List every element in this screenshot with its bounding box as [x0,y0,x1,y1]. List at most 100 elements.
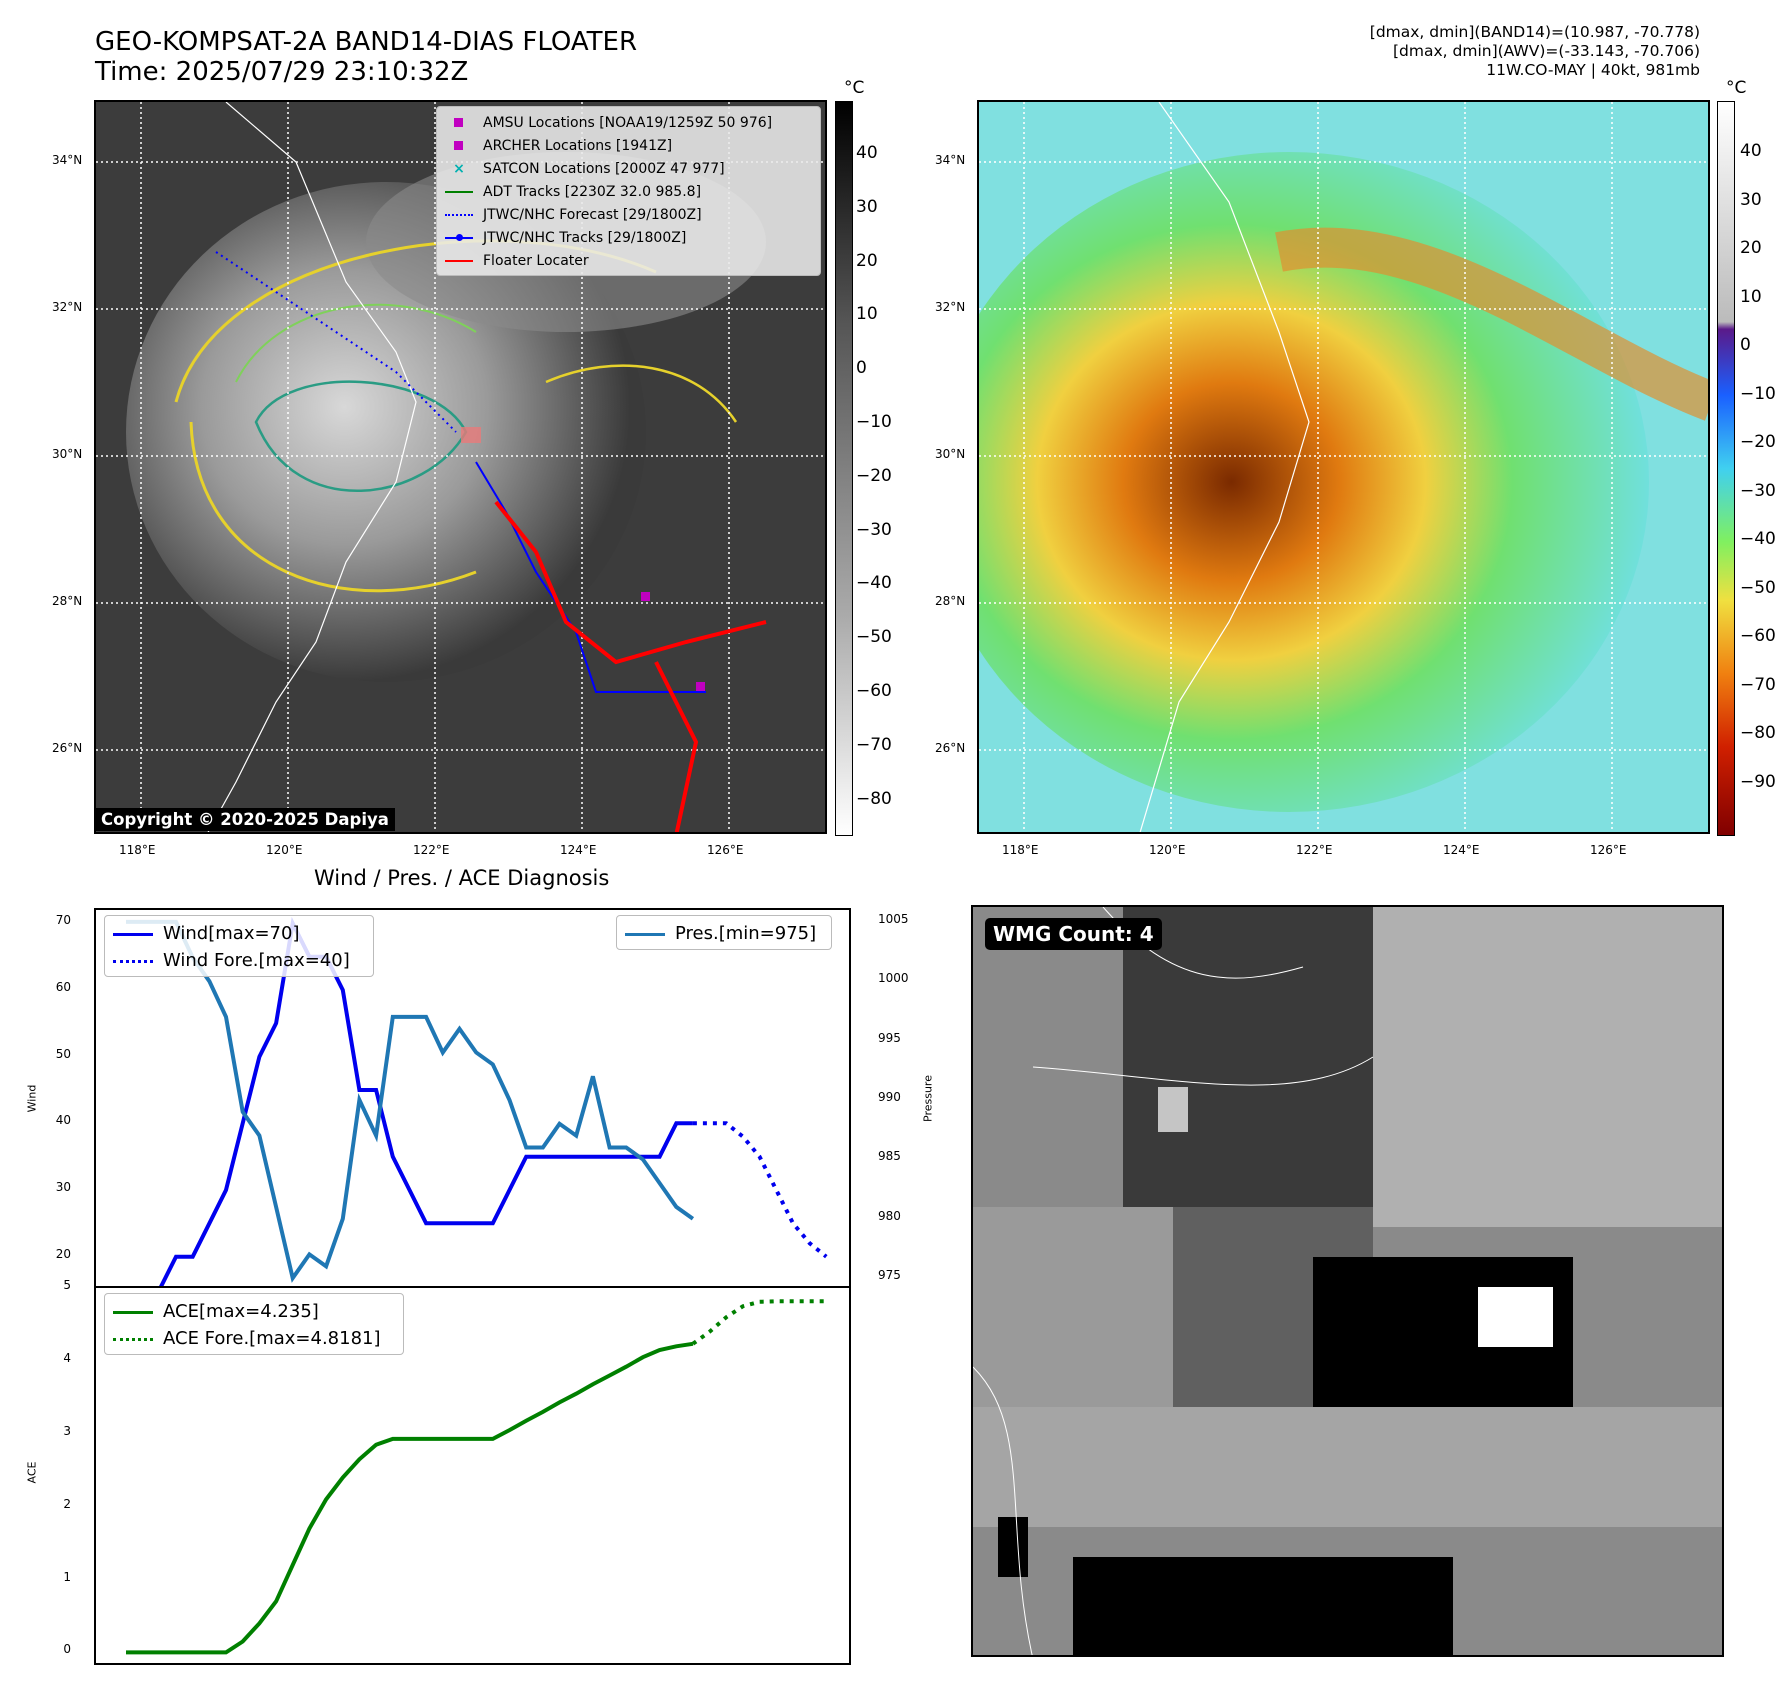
wv-colorbar-tick: −70 [1740,674,1776,695]
wv-lon-tick: 118°E [1002,843,1039,857]
wv-colorbar-tick: −20 [1740,432,1776,452]
ace-lines [126,1299,827,1655]
pres-legend: Pres.[min=975] [616,915,832,950]
ir-colorbar-tick: −30 [856,519,892,540]
ir-colorbar-tick: −40 [856,573,892,594]
ace-series-line [126,1341,694,1655]
ace-tick: 1 [63,1569,71,1584]
wind-series-line [159,916,693,1286]
pressure-tick: 995 [878,1030,901,1045]
ace-tick: 4 [63,1350,71,1365]
ace-forecast-line [691,1299,827,1346]
ace-legend: ACE[max=4.235] ACE Fore.[max=4.8181] [104,1293,404,1355]
legend-item-archer: ARCHER Locations [1941Z] [445,134,812,157]
wind-pres-lines [126,916,828,1286]
ir-lon-tick: 120°E [266,843,303,857]
ir-colorbar-tick: −50 [856,627,892,648]
wind-tick: 60 [55,980,71,994]
diagnosis-title: Wind / Pres. / ACE Diagnosis [314,866,610,890]
legend-item-wind: Wind[max=70] [113,920,365,947]
wind-legend: Wind[max=70] Wind Fore.[max=40] [104,915,374,977]
legend-item-pres: Pres.[min=975] [625,920,823,947]
wv-colorbar-tick: −40 [1740,529,1776,549]
ir-colorbar-tick: −20 [856,465,892,486]
wv-colorbar-tick: −50 [1740,577,1776,598]
pressure-tick: 980 [878,1208,901,1223]
ir-colorbar-tick: 30 [856,196,878,217]
wind-tick: 50 [55,1046,71,1061]
legend-item-floater: Floater Locater [445,249,812,272]
ace-tick: 0 [63,1642,71,1657]
wv-lon-tick: 124°E [1443,843,1480,857]
ir-lat-tick: 30°N [52,447,83,461]
legend-item-jtwc-forecast: JTWC/NHC Forecast [29/1800Z] [445,203,812,226]
wv-lon-tick: 126°E [1590,843,1627,857]
wv-colorbar-tick: 30 [1740,189,1762,210]
legend-item-jtwc-tracks: JTWC/NHC Tracks [29/1800Z] [445,226,812,249]
pressure-tick: 990 [878,1090,901,1104]
ir-colorbar-tick: −60 [856,681,892,701]
info-awv: [dmax, dmin](AWV)=(-33.143, -70.706) [1393,42,1700,60]
wv-colorbar-unit: °C [1726,78,1747,98]
ir-colorbar-tick: 40 [856,143,878,163]
pressure-tick: 985 [878,1149,901,1164]
ace-tick: 2 [63,1496,71,1511]
wind-tick: 40 [55,1113,71,1128]
wv-colorbar-tick: −80 [1740,723,1776,743]
wv-colorbar [1717,101,1735,836]
ir-colorbar-tick: −70 [856,734,892,755]
ir-lon-tick: 122°E [413,843,450,857]
wmg-imagery [973,907,1722,1655]
wv-colorbar-tick: −60 [1740,626,1776,646]
ir-lat-tick: 28°N [52,594,83,608]
ir-lon-tick: 126°E [707,843,744,857]
ir-lat-tick: 26°N [52,741,83,755]
chart-title: GEO-KOMPSAT-2A BAND14-DIAS FLOATER [95,27,638,57]
wv-lon-tick: 122°E [1296,843,1333,857]
pressure-axis-label: Pressure [921,1075,935,1122]
legend-item-amsu: AMSU Locations [NOAA19/1259Z 50 976] [445,111,812,134]
wv-map-panel [977,100,1710,834]
wv-lat-tick: 28°N [935,594,966,608]
ir-colorbar-tick: 10 [856,304,878,325]
pressure-tick: 1000 [878,971,909,986]
chart-time: Time: 2025/07/29 23:10:32Z [95,57,469,87]
info-storm: 11W.CO-MAY | 40kt, 981mb [1486,61,1700,79]
wmg-panel [971,905,1724,1657]
wv-colorbar-tick: −10 [1740,383,1776,404]
ir-map-legend: AMSU Locations [NOAA19/1259Z 50 976] ARC… [436,106,821,276]
wv-colorbar-tick: −90 [1740,771,1776,792]
ir-colorbar-unit: °C [844,78,865,98]
legend-item-wind-fore: Wind Fore.[max=40] [113,947,365,974]
wv-colorbar-tick: 40 [1740,141,1762,161]
legend-item-ace: ACE[max=4.235] [113,1298,395,1325]
ir-lat-tick: 32°N [52,300,83,314]
ir-colorbar-tick: 0 [856,358,867,379]
wv-lat-tick: 26°N [935,741,966,755]
ir-lat-tick: 34°N [52,153,83,167]
wind-tick: 70 [55,913,71,928]
wind-tick: 20 [55,1246,71,1261]
ir-lon-tick: 124°E [560,843,597,857]
wind-axis-label: Wind [25,1084,39,1113]
legend-item-ace-fore: ACE Fore.[max=4.8181] [113,1325,395,1352]
pressure-tick: 1005 [878,911,909,926]
ir-colorbar [835,101,853,836]
ir-colorbar-tick: 20 [856,250,878,271]
legend-item-adt: ADT Tracks [2230Z 32.0 985.8] [445,180,812,203]
info-band14: [dmax, dmin](BAND14)=(10.987, -70.778) [1369,23,1700,41]
ir-colorbar-tick: −10 [856,412,892,432]
ace-tick: 5 [63,1278,71,1292]
wind-forecast-line [692,1121,828,1259]
wv-lat-tick: 34°N [935,153,966,167]
pressure-tick: 975 [878,1268,901,1283]
wv-colorbar-tick: 0 [1740,335,1751,355]
pressure-series-line [126,919,695,1283]
legend-item-satcon: × SATCON Locations [2000Z 47 977] [453,160,725,177]
wind-tick: 30 [55,1180,71,1194]
wv-lat-tick: 30°N [935,447,966,461]
ir-colorbar-tick: −80 [856,788,892,809]
wv-map-imagery [979,102,1708,832]
wv-colorbar-tick: 20 [1740,238,1762,258]
ir-lon-tick: 118°E [119,843,156,857]
